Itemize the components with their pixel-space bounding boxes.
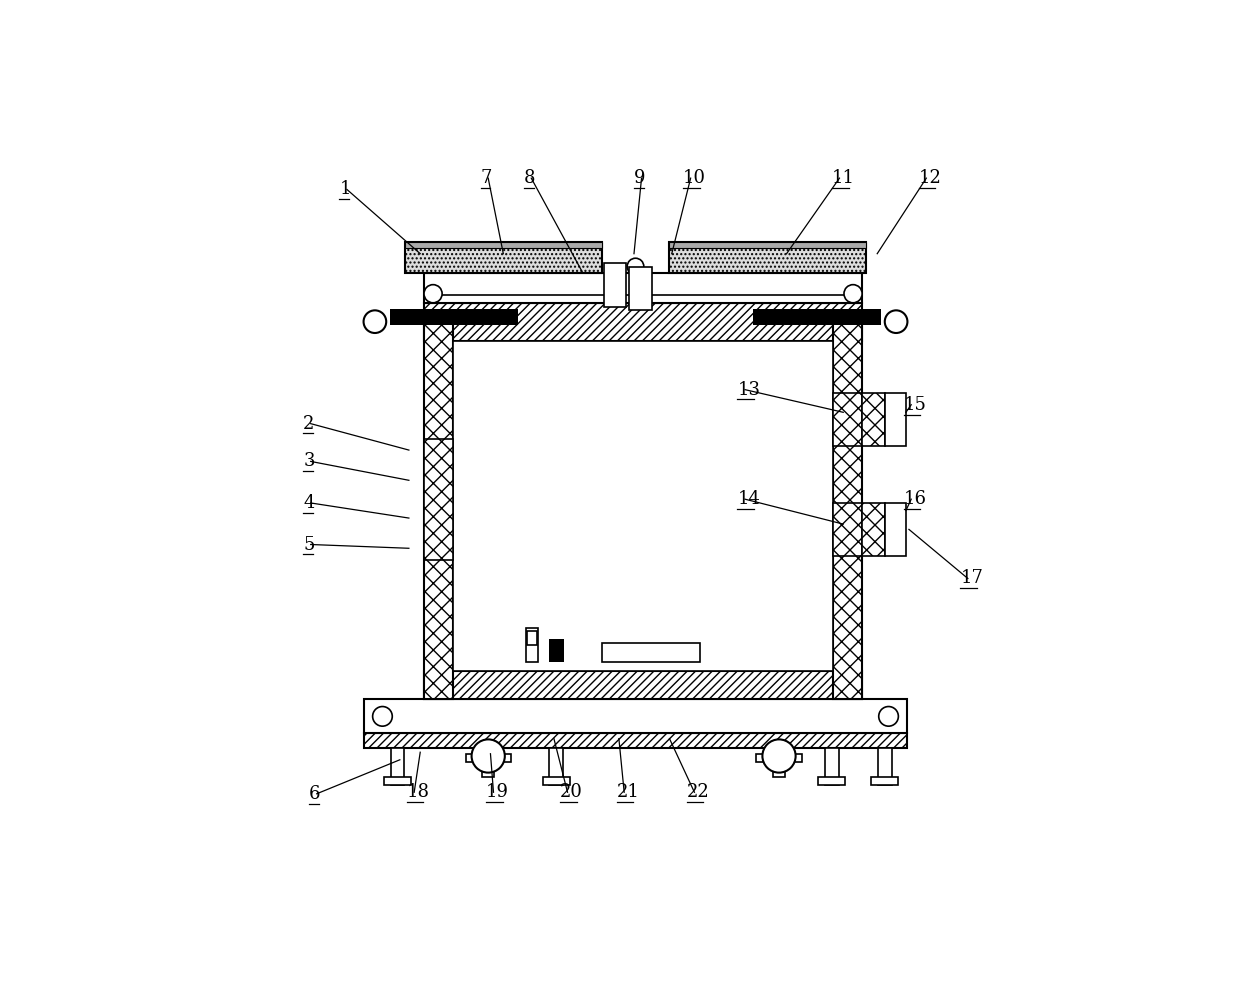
Circle shape: [373, 706, 392, 726]
Bar: [548, 639, 564, 661]
Circle shape: [885, 310, 908, 333]
Bar: [526, 628, 538, 661]
Text: 22: 22: [687, 783, 709, 801]
Bar: [862, 503, 885, 556]
Text: 7: 7: [481, 169, 492, 187]
Bar: [670, 242, 866, 273]
Text: 12: 12: [919, 169, 941, 187]
Text: 17: 17: [960, 570, 983, 588]
Bar: [391, 309, 518, 326]
Text: 4: 4: [303, 494, 315, 512]
Bar: [453, 340, 833, 671]
Bar: [604, 263, 626, 306]
Bar: [405, 242, 601, 273]
Bar: [630, 267, 652, 310]
Bar: [424, 439, 453, 559]
Bar: [885, 503, 906, 556]
Bar: [405, 242, 601, 247]
Bar: [391, 749, 404, 785]
Bar: [424, 322, 453, 699]
Circle shape: [471, 740, 505, 773]
Text: 19: 19: [486, 783, 508, 801]
Bar: [465, 754, 511, 762]
Text: 2: 2: [303, 415, 315, 433]
Text: 20: 20: [560, 783, 583, 801]
Text: 14: 14: [738, 490, 760, 508]
Bar: [363, 699, 908, 734]
Circle shape: [844, 284, 862, 303]
Bar: [363, 734, 908, 749]
Bar: [818, 777, 846, 785]
Bar: [384, 777, 412, 785]
Bar: [670, 242, 866, 247]
Text: 5: 5: [303, 536, 315, 553]
Text: 6: 6: [309, 785, 321, 802]
Bar: [872, 777, 898, 785]
Text: 8: 8: [523, 169, 536, 187]
Bar: [833, 393, 862, 446]
Bar: [424, 671, 862, 699]
Bar: [862, 393, 885, 446]
Text: 11: 11: [832, 169, 854, 187]
Text: 13: 13: [738, 381, 760, 398]
Bar: [833, 322, 862, 699]
Bar: [878, 749, 892, 785]
Bar: [424, 273, 862, 303]
Bar: [753, 309, 880, 326]
Bar: [543, 777, 570, 785]
Bar: [773, 756, 785, 777]
Circle shape: [879, 706, 898, 726]
Bar: [527, 632, 537, 645]
Circle shape: [424, 284, 443, 303]
Circle shape: [763, 740, 796, 773]
Text: 21: 21: [616, 783, 640, 801]
Bar: [482, 756, 495, 777]
Text: 9: 9: [634, 169, 646, 187]
Text: 10: 10: [683, 169, 706, 187]
Circle shape: [363, 310, 386, 333]
Bar: [756, 754, 802, 762]
Text: 16: 16: [904, 490, 926, 508]
Bar: [424, 303, 862, 340]
Text: 3: 3: [303, 452, 315, 471]
Bar: [549, 749, 563, 785]
Bar: [885, 393, 906, 446]
Text: 18: 18: [407, 783, 429, 801]
Text: 1: 1: [340, 181, 351, 198]
Circle shape: [627, 258, 644, 275]
Bar: [601, 643, 699, 661]
Text: 15: 15: [904, 395, 926, 414]
Bar: [825, 749, 838, 785]
Bar: [833, 503, 862, 556]
